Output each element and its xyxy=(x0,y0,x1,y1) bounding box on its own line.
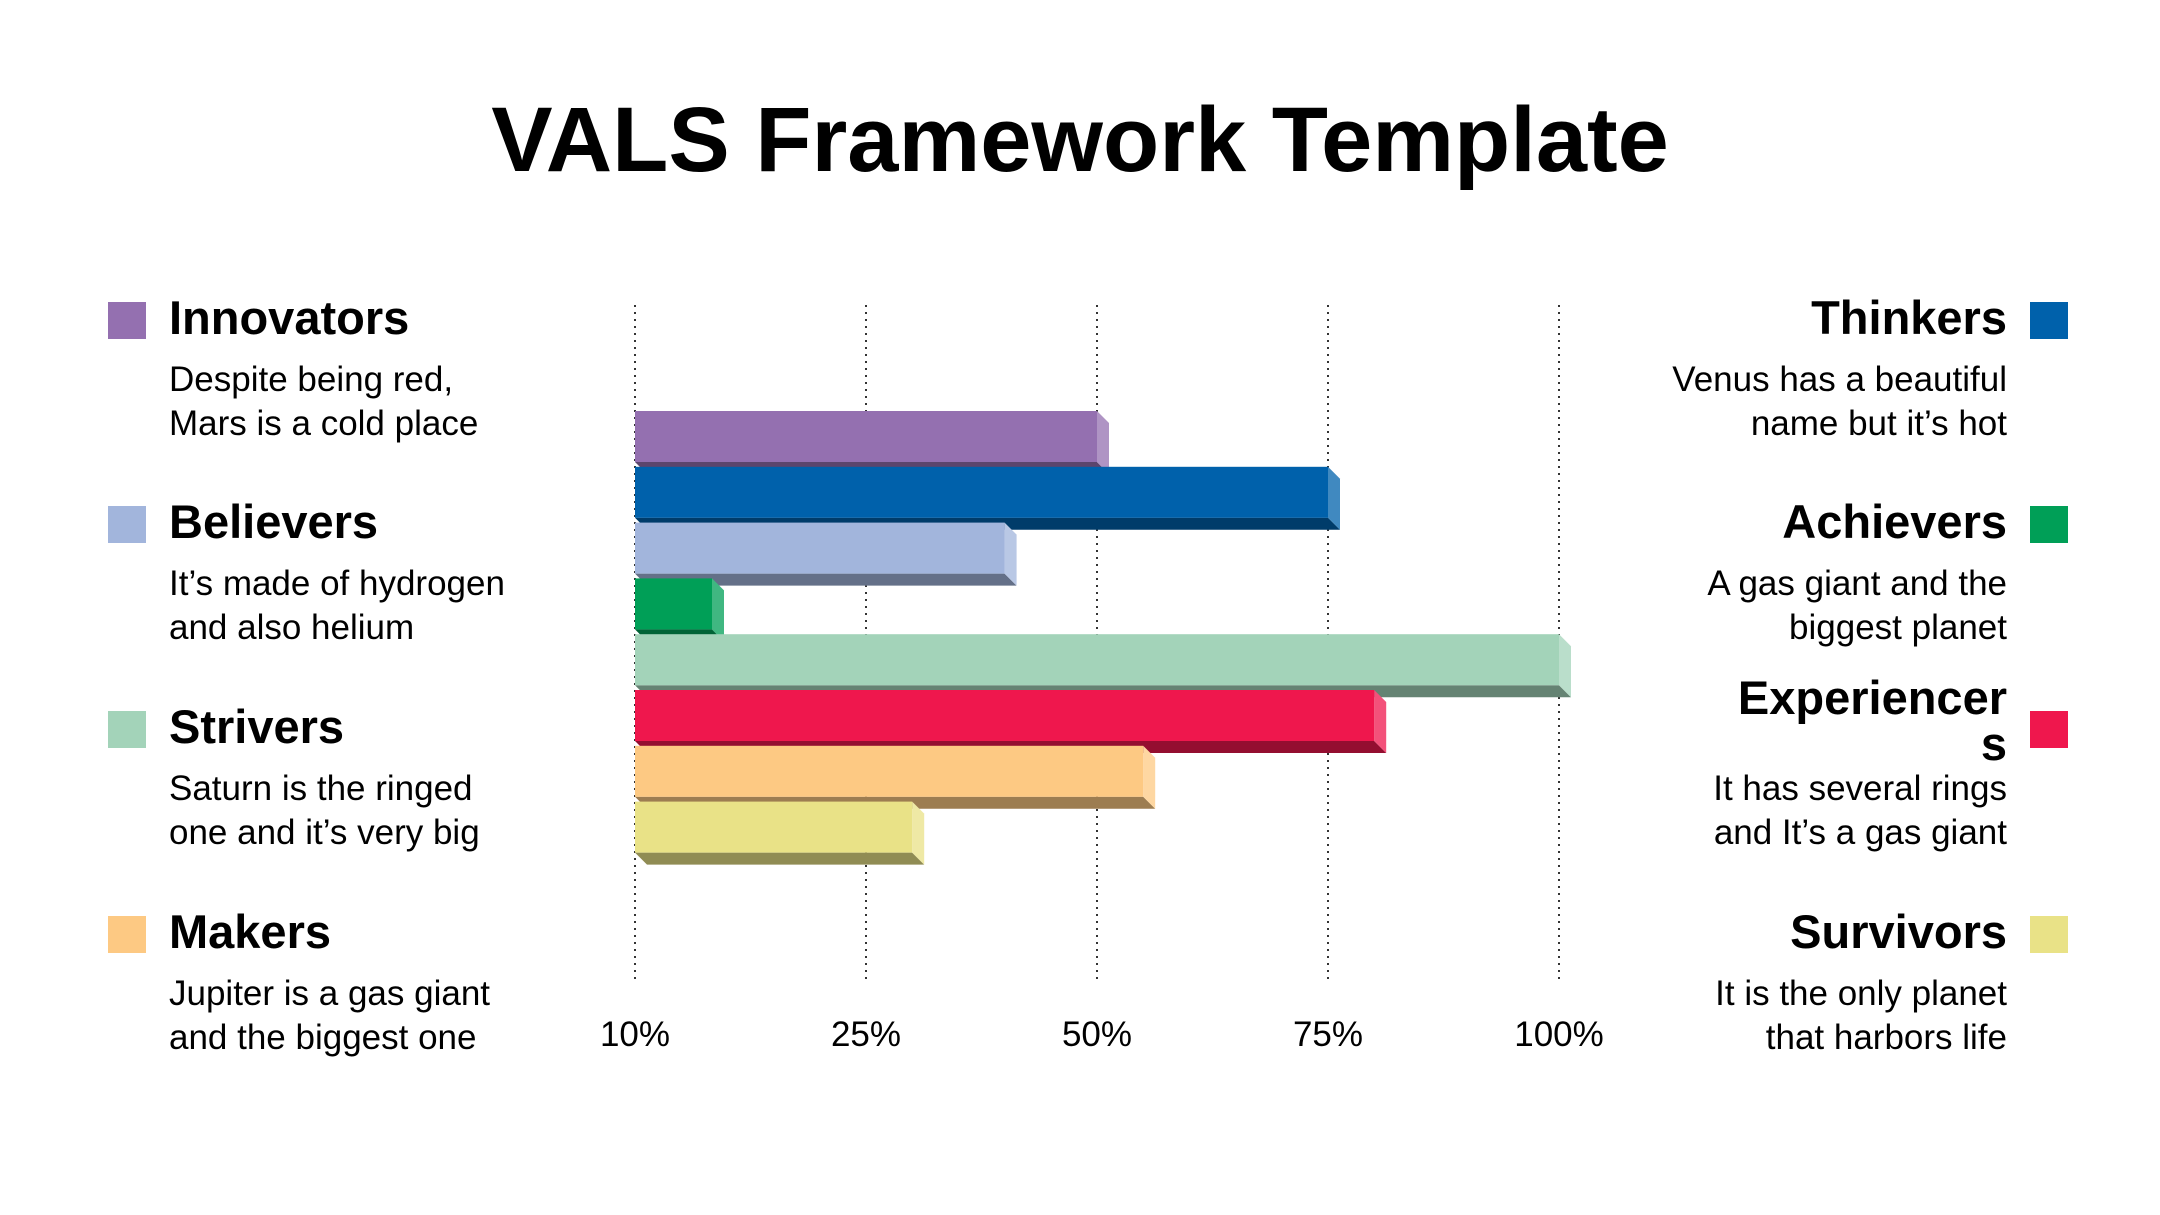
achievers-swatch xyxy=(2030,506,2068,543)
desc-line: Venus has a beautiful xyxy=(1672,360,2007,399)
desc-line: It has several rings xyxy=(1713,769,2007,808)
desc-line: that harbors life xyxy=(1765,1018,2007,1057)
desc-line: Mars is a cold place xyxy=(169,404,479,443)
x-tick-label: 50% xyxy=(1062,1015,1132,1054)
experiencers-swatch xyxy=(2030,711,2068,748)
bar-side-face xyxy=(712,578,724,642)
bar-survivors xyxy=(635,801,925,865)
bar-side-face xyxy=(912,801,925,865)
bar-front-face xyxy=(635,690,1375,741)
makers-swatch xyxy=(108,916,146,953)
bar-thinkers xyxy=(635,466,1340,530)
bar-chart: 10% 25% 50% 75% 100% xyxy=(600,305,1604,1054)
bar-front-face xyxy=(635,745,1144,797)
believers-swatch xyxy=(108,506,146,543)
bar-innovators xyxy=(635,411,1109,474)
legend-desc-strivers: Saturn is the ringed one and it’s very b… xyxy=(169,767,480,855)
bar-front-face xyxy=(635,634,1559,686)
bar-front-face xyxy=(635,466,1328,518)
survivors-swatch xyxy=(2030,916,2068,953)
desc-line: Despite being red, xyxy=(169,360,454,399)
bar-side-face xyxy=(1004,522,1017,586)
innovators-swatch xyxy=(108,302,146,339)
legend-desc-makers: Jupiter is a gas giant and the biggest o… xyxy=(169,972,490,1060)
bar-makers xyxy=(635,745,1156,809)
bar-side-face xyxy=(1097,411,1109,474)
thinkers-swatch xyxy=(2030,302,2068,339)
bar-bottom-face xyxy=(635,852,925,865)
bar-achievers xyxy=(635,578,724,642)
desc-line: and also helium xyxy=(169,608,415,647)
legend-name-thinkers: Thinkers xyxy=(1811,291,2007,344)
bar-front-face xyxy=(635,801,913,853)
legend-name-experiencers: Experiencers xyxy=(1737,671,2007,770)
legend-name-strivers: Strivers xyxy=(169,700,345,753)
desc-line: biggest planet xyxy=(1789,608,2007,647)
bar-front-face xyxy=(635,522,1005,574)
legend-desc-believers: It’s made of hydrogen and also helium xyxy=(169,562,505,650)
legend-desc-achievers: A gas giant and the biggest planet xyxy=(1707,562,2007,650)
desc-line: It’s made of hydrogen xyxy=(169,564,505,603)
x-tick-label: 25% xyxy=(831,1015,901,1054)
legend-desc-experiencers: It has several rings and It’s a gas gian… xyxy=(1713,767,2007,855)
legend-name-survivors: Survivors xyxy=(1790,905,2007,958)
strivers-swatch xyxy=(108,711,146,748)
desc-line: A gas giant and the xyxy=(1707,564,2007,603)
bar-strivers xyxy=(635,634,1571,698)
legend-name-achievers: Achievers xyxy=(1782,495,2007,548)
x-tick-label: 10% xyxy=(600,1015,670,1054)
x-tick-label: 100% xyxy=(1514,1015,1604,1054)
desc-line: name but it’s hot xyxy=(1750,404,2007,443)
legend-desc-survivors: It is the only planet that harbors life xyxy=(1715,972,2007,1060)
bar-bottom-face xyxy=(635,573,1017,586)
legend-name-innovators: Innovators xyxy=(169,291,410,344)
desc-line: Jupiter is a gas giant xyxy=(169,974,491,1013)
legend-name-believers: Believers xyxy=(169,495,379,548)
bar-side-face xyxy=(1328,466,1340,530)
bar-experiencers xyxy=(635,690,1387,753)
desc-line: It is the only planet xyxy=(1715,974,2007,1013)
x-tick-label: 75% xyxy=(1293,1015,1363,1054)
desc-line: and the biggest one xyxy=(169,1018,477,1057)
bar-front-face xyxy=(635,578,712,630)
bar-side-face xyxy=(1374,690,1387,753)
legend-desc-innovators: Despite being red, Mars is a cold place xyxy=(169,358,478,446)
bar-front-face xyxy=(635,411,1097,462)
desc-line: Saturn is the ringed xyxy=(169,769,473,808)
legend-desc-thinkers: Venus has a beautiful name but it’s hot xyxy=(1672,358,2007,446)
desc-line: one and it’s very big xyxy=(169,813,480,852)
bar-side-face xyxy=(1143,745,1156,809)
bar-believers xyxy=(635,522,1017,586)
desc-line: and It’s a gas giant xyxy=(1713,813,2007,852)
legend-name-makers: Makers xyxy=(169,905,331,958)
page-title: VALS Framework Template xyxy=(491,89,1669,191)
bar-side-face xyxy=(1559,634,1571,698)
